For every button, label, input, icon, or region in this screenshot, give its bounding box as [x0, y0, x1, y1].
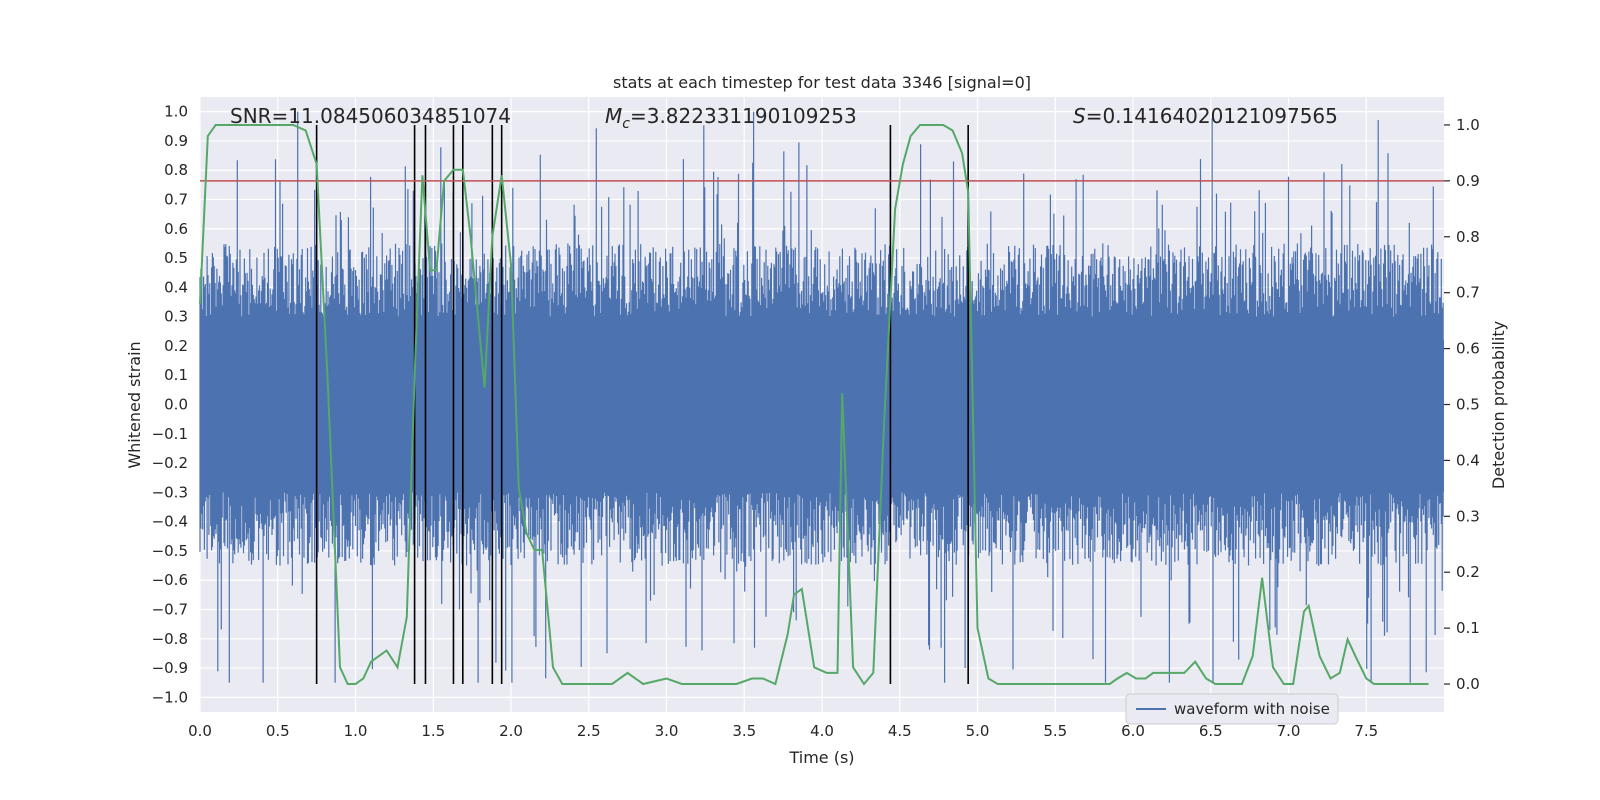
x-tick-label: 5.0	[966, 722, 990, 740]
x-tick-label: 5.5	[1043, 722, 1067, 740]
y-tick-label: 0.7	[164, 191, 188, 209]
y2-tick-label: 1.0	[1456, 116, 1480, 134]
x-tick-label: 6.0	[1121, 722, 1145, 740]
x-tick-label: 7.5	[1354, 722, 1378, 740]
s-symbol: S	[1073, 104, 1086, 128]
y-tick-label: −0.5	[152, 542, 188, 560]
y-tick-label: −0.6	[152, 571, 188, 589]
chart-title: stats at each timestep for test data 334…	[613, 73, 1031, 92]
y-tick-label: 0.4	[164, 278, 188, 296]
x-tick-label: 1.5	[421, 722, 445, 740]
y-tick-label: 0.3	[164, 308, 188, 326]
probability-line	[199, 124, 1429, 686]
x-tick-label: 0.0	[188, 722, 212, 740]
x-axis-ticks: 0.0 0.5 1.0 1.5 2.0 2.5 3.0 3.5 4.0 4.5 5.0 5.5 6.0 6…	[188, 722, 1378, 740]
x-tick-label: 2.0	[499, 722, 523, 740]
chirp-mass-symbol: M	[605, 104, 622, 128]
x-tick-label: 3.0	[655, 722, 679, 740]
y-tick-label: −0.9	[152, 659, 188, 677]
y2-tick-label: 0.2	[1456, 563, 1480, 581]
y2-tick-label: 0.6	[1456, 340, 1480, 358]
y2-tick-label: 0.3	[1456, 507, 1480, 525]
x-tick-label: 1.0	[344, 722, 368, 740]
snr-annotation: SNR=11.084506034851074	[230, 104, 511, 128]
y-tick-label: 0.8	[164, 161, 188, 179]
y2-tick-label: 0.5	[1456, 396, 1480, 414]
x-tick-label: 7.0	[1277, 722, 1301, 740]
chirp-mass-annotation: Mc=3.822331190109253	[605, 104, 857, 132]
y-tick-label: 1.0	[164, 103, 188, 121]
y2-tick-label: 0.0	[1456, 675, 1480, 693]
y-tick-label: −0.3	[152, 483, 188, 501]
probability-series	[199, 124, 1429, 686]
x-tick-label: 6.5	[1199, 722, 1223, 740]
x-axis-label: Time (s)	[788, 748, 854, 767]
y-tick-label: 0.2	[164, 337, 188, 355]
y-tick-label: 0.0	[164, 396, 188, 414]
x-tick-label: 0.5	[266, 722, 290, 740]
y-axis-label: Whitened strain	[125, 341, 144, 468]
y-axis-right-ticks: 1.0 0.9 0.8 0.7 0.6 0.5 0.4 0.3 0.2 0.1 0.0	[1444, 116, 1480, 693]
y-tick-label: −0.4	[152, 513, 188, 531]
y-tick-label: 0.6	[164, 220, 188, 238]
y-tick-label: −1.0	[152, 688, 188, 706]
y-tick-label: −0.2	[152, 454, 188, 472]
legend-label-waveform: waveform with noise	[1174, 700, 1330, 718]
y2-tick-label: 0.1	[1456, 619, 1480, 637]
x-tick-label: 4.0	[810, 722, 834, 740]
legend: waveform with noise	[1125, 693, 1339, 725]
y2-tick-label: 0.8	[1456, 228, 1480, 246]
x-tick-label: 3.5	[732, 722, 756, 740]
y-tick-label: 0.9	[164, 132, 188, 150]
s-value: =0.14164020121097565	[1086, 104, 1338, 128]
chirp-mass-value: =3.822331190109253	[630, 104, 857, 128]
x-tick-label: 4.5	[888, 722, 912, 740]
x-tick-label: 2.5	[577, 722, 601, 740]
y2-tick-label: 0.9	[1456, 172, 1480, 190]
y2-tick-label: 0.4	[1456, 451, 1480, 469]
y-tick-label: −0.7	[152, 601, 188, 619]
s-annotation: S=0.14164020121097565	[1073, 104, 1338, 128]
y-tick-label: 0.1	[164, 366, 188, 384]
y2-axis-label: Detection probability	[1489, 321, 1508, 489]
y2-tick-label: 0.7	[1456, 284, 1480, 302]
chirp-mass-subscript: c	[622, 116, 630, 132]
y-tick-label: 0.5	[164, 249, 188, 267]
y-tick-label: −0.1	[152, 425, 188, 443]
y-axis-left-ticks: 1.0 0.9 0.8 0.7 0.6 0.5 0.4 0.3 0.2 0.1 0.0 −0.1 −0.…	[152, 103, 188, 707]
y-tick-label: −0.8	[152, 630, 188, 648]
legend-box	[1125, 693, 1339, 725]
